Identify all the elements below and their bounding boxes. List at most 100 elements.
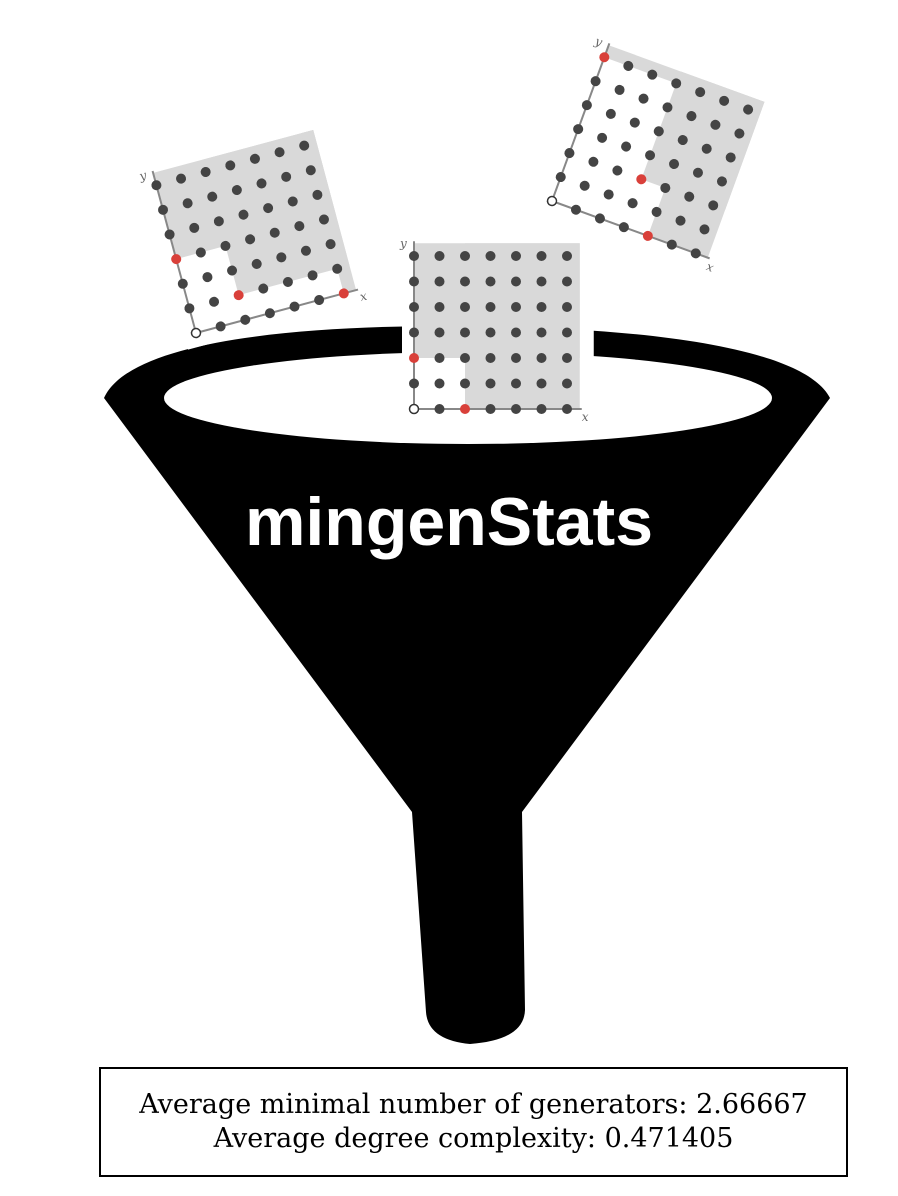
lattice-dot	[263, 203, 274, 214]
lattice-dot	[605, 108, 616, 119]
lattice-dot	[231, 185, 242, 196]
lattice-dot	[245, 234, 256, 245]
lattice-dot	[690, 248, 701, 259]
lattice-dot	[638, 93, 649, 104]
lattice-dot	[287, 196, 298, 207]
lattice-dot	[511, 276, 521, 287]
generator-dot	[460, 404, 470, 414]
x-axis-label: x	[358, 289, 368, 304]
lattice-dot	[597, 132, 608, 143]
generator-dot	[599, 52, 610, 63]
lattice-dot	[151, 180, 162, 191]
lattice-dot	[258, 283, 269, 294]
lattice-plot-right: xy	[535, 27, 783, 276]
lattice-dot	[460, 327, 470, 338]
lattice-dot	[274, 147, 285, 158]
lattice-dot	[176, 173, 187, 184]
lattice-dot	[511, 378, 521, 389]
lattice-dot	[710, 119, 721, 130]
lattice-dot	[692, 167, 703, 178]
x-axis-label: x	[582, 410, 589, 424]
origin-dot	[408, 403, 420, 415]
lattice-dot	[485, 327, 496, 338]
lattice-dot	[536, 378, 547, 389]
lattice-dot	[627, 198, 638, 209]
lattice-dot	[562, 404, 572, 414]
y-axis-label: y	[137, 168, 148, 184]
lattice-dot	[485, 251, 496, 261]
lattice-dot	[725, 152, 736, 163]
lattice-dot	[409, 327, 419, 338]
lattice-dot	[511, 251, 521, 261]
lattice-dot	[434, 276, 445, 287]
lattice-dot	[555, 172, 566, 183]
lattice-dot	[562, 276, 572, 287]
lattice-dot	[485, 353, 496, 363]
lattice-dot	[220, 240, 231, 251]
lattice-dot	[332, 263, 343, 274]
lattice-dot	[708, 200, 719, 211]
origin-dot	[546, 195, 558, 207]
lattice-dot	[485, 276, 496, 287]
lattice-dot	[588, 156, 599, 167]
lattice-dot	[282, 276, 293, 287]
lattice-dot	[743, 104, 754, 115]
lattice-dot	[590, 76, 601, 87]
lattice-dot	[409, 276, 419, 287]
lattice-dot	[227, 265, 238, 276]
origin-dot	[190, 327, 202, 339]
lattice-dot	[434, 353, 445, 363]
lattice-dot	[485, 378, 496, 389]
lattice-dot	[264, 308, 275, 319]
lattice-dot	[695, 87, 706, 98]
funnel-cone	[104, 326, 830, 1044]
lattice-dot	[238, 209, 249, 220]
lattice-dot	[164, 229, 175, 240]
generator-dot	[338, 288, 349, 299]
lattice-dot	[249, 153, 260, 164]
lattice-dot	[460, 251, 470, 261]
lattice-dot	[312, 189, 323, 200]
lattice-dot	[734, 128, 745, 139]
lattice-dot	[671, 78, 682, 89]
lattice-dot	[318, 214, 329, 225]
lattice-dot	[240, 314, 251, 325]
lattice-dot	[182, 198, 193, 209]
generator-dot	[409, 353, 419, 363]
lattice-dot	[536, 327, 547, 338]
lattice-dot	[460, 353, 470, 363]
generator-dot	[233, 290, 244, 301]
lattice-dot	[215, 321, 226, 332]
lattice-dot	[699, 224, 710, 235]
lattice-dot	[225, 160, 236, 171]
generator-dot	[636, 174, 647, 185]
lattice-dot	[485, 404, 496, 414]
lattice-dot	[314, 295, 325, 306]
lattice-dot	[511, 353, 521, 363]
lattice-dot	[256, 178, 267, 189]
lattice-dot	[209, 296, 220, 307]
lattice-dot	[460, 378, 470, 389]
lattice-dot	[660, 182, 671, 193]
lattice-plot-center: xy	[399, 229, 594, 424]
lattice-dot	[579, 180, 590, 191]
lattice-dot	[213, 216, 224, 227]
lattice-dot	[281, 171, 292, 182]
lattice-dot	[434, 327, 445, 338]
lattice-dot	[647, 69, 658, 80]
lattice-dot	[202, 272, 213, 283]
generator-dot	[642, 230, 653, 241]
stats-box: Average minimal number of generators: 2.…	[99, 1067, 848, 1177]
funnel-icon	[104, 326, 830, 1044]
lattice-dot	[536, 353, 547, 363]
lattice-dot	[677, 135, 688, 146]
lattice-dot	[675, 215, 686, 226]
lattice-dot	[603, 189, 614, 200]
lattice-dot	[299, 140, 310, 151]
lattice-dot	[409, 251, 419, 261]
y-axis-label: y	[399, 236, 407, 250]
lattice-dot	[434, 302, 445, 312]
ideal-region	[647, 80, 765, 258]
lattice-dot	[684, 191, 695, 202]
